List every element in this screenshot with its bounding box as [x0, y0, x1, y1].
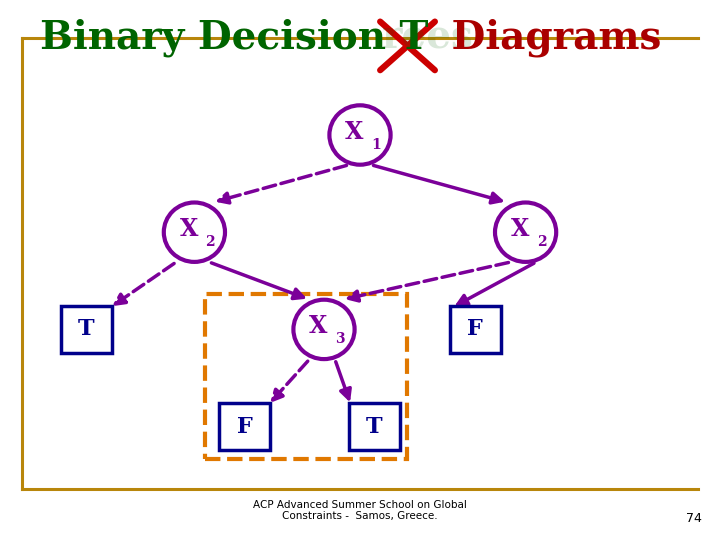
Text: X: X [179, 217, 198, 241]
FancyBboxPatch shape [220, 403, 271, 450]
Text: T: T [366, 416, 383, 437]
Text: F: F [467, 319, 483, 340]
Text: ACP Advanced Summer School on Global
Constraints -  Samos, Greece.: ACP Advanced Summer School on Global Con… [253, 500, 467, 521]
Text: Binary Decision T: Binary Decision T [40, 18, 428, 57]
FancyBboxPatch shape [349, 403, 400, 450]
FancyBboxPatch shape [449, 306, 501, 353]
Text: 2: 2 [205, 235, 215, 249]
Text: T: T [78, 319, 95, 340]
Text: Diagrams: Diagrams [438, 18, 661, 57]
Text: rees: rees [382, 19, 474, 57]
FancyBboxPatch shape [60, 306, 112, 353]
Text: X: X [345, 120, 364, 144]
Text: 74: 74 [686, 512, 702, 525]
Text: X: X [309, 314, 328, 338]
Text: 1: 1 [371, 138, 381, 152]
Text: 2: 2 [536, 235, 546, 249]
Text: 3: 3 [335, 332, 345, 346]
Text: F: F [237, 416, 253, 437]
Text: X: X [510, 217, 529, 241]
